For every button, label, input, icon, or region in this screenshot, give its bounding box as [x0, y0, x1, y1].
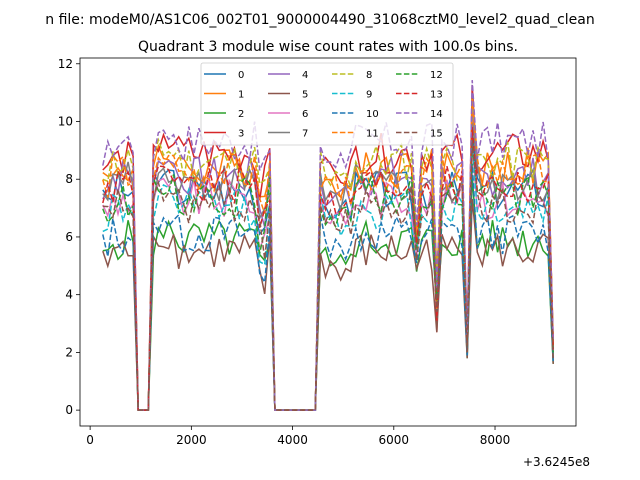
legend-label-7: 7 — [302, 129, 308, 140]
series-layer — [102, 80, 554, 411]
x-tick-label: 8000 — [480, 433, 511, 447]
legend-label-0: 0 — [238, 70, 244, 81]
legend-label-9: 9 — [366, 90, 372, 101]
legend-label-11: 11 — [366, 129, 379, 140]
legend-label-14: 14 — [430, 109, 443, 120]
legend-frame — [200, 62, 454, 146]
y-tick-label: 6 — [65, 230, 73, 244]
y-tick-label: 2 — [65, 345, 73, 359]
x-tick-label: 4000 — [277, 433, 308, 447]
figure-suptitle: n file: modeM0/AS1C06_002T01_9000004490_… — [45, 12, 594, 28]
x-tick-label: 6000 — [379, 433, 410, 447]
series-line-8 — [102, 98, 554, 411]
legend-label-10: 10 — [366, 109, 379, 120]
series-line-13 — [102, 126, 554, 411]
legend-label-8: 8 — [366, 70, 372, 81]
y-tick-label: 12 — [58, 57, 73, 71]
legend-label-6: 6 — [302, 109, 308, 120]
y-tick-label: 4 — [65, 288, 73, 302]
series-line-10 — [102, 163, 554, 411]
legend-label-3: 3 — [238, 129, 244, 140]
x-offset-label: +3.6245e8 — [523, 455, 590, 469]
legend-label-15: 15 — [430, 129, 443, 140]
legend-label-2: 2 — [238, 109, 244, 120]
legend-label-5: 5 — [302, 90, 308, 101]
legend-label-4: 4 — [302, 70, 308, 81]
series-line-12 — [102, 142, 554, 411]
series-line-14 — [102, 80, 554, 411]
y-tick-label: 8 — [65, 172, 73, 186]
x-tick-label: 0 — [86, 433, 94, 447]
series-line-15 — [102, 139, 554, 411]
series-line-0 — [102, 133, 554, 411]
legend-label-12: 12 — [430, 70, 443, 81]
y-tick-label: 10 — [58, 114, 73, 128]
x-axis: 0 2000 4000 6000 8000 — [86, 426, 510, 447]
y-tick-label: 0 — [65, 403, 73, 417]
series-line-5 — [102, 199, 554, 411]
axes-frame — [79, 57, 577, 427]
legend-label-1: 1 — [238, 90, 244, 101]
legend-label-13: 13 — [430, 90, 443, 101]
y-axis: 0 2 4 6 8 10 12 — [58, 57, 80, 417]
chart-title: Quadrant 3 module wise count rates with … — [138, 39, 518, 55]
x-tick-label: 2000 — [176, 433, 207, 447]
series-line-11 — [102, 99, 554, 411]
